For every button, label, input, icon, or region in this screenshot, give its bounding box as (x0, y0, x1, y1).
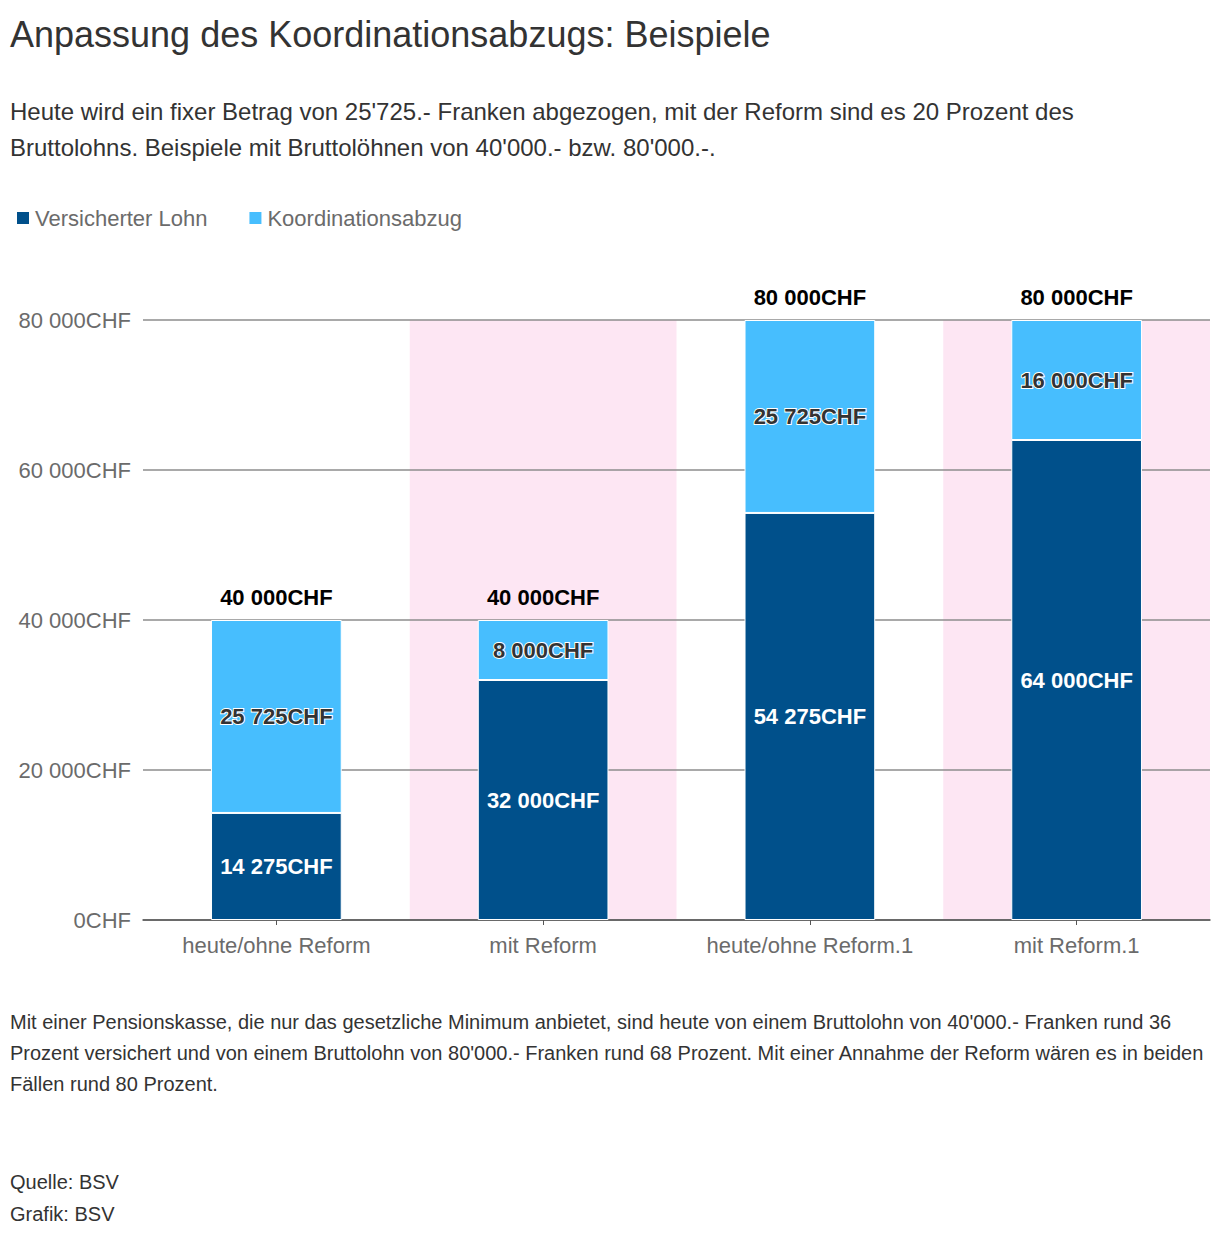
html-text:Mit einer Pensionskasse, die n: Mit einer Pensionskasse, die nur das ges… (10, 1011, 1204, 1095)
svg-text:40 000CHF: 40 000CHF (220, 585, 333, 610)
html-text:Grafik: BSV: Grafik: BSV (10, 1203, 115, 1225)
svg-text:heute/ohne Reform: heute/ohne Reform (182, 933, 370, 958)
svg-text:80 000CHF: 80 000CHF (18, 308, 131, 333)
svg-text:0CHF: 0CHF (74, 908, 131, 933)
html-text:Heute wird ein fixer Betrag vo: Heute wird ein fixer Betrag von 25'725.-… (10, 98, 1074, 161)
svg-text:64 000CHF: 64 000CHF (1020, 668, 1133, 693)
html-text:Quelle: BSV: Quelle: BSV (10, 1171, 119, 1193)
svg-text:54 275CHF: 54 275CHF (754, 704, 867, 729)
svg-text:20 000CHF: 20 000CHF (18, 758, 131, 783)
svg-text:Koordinationsabzug: Koordinationsabzug (267, 206, 461, 231)
svg-text:mit Reform: mit Reform (489, 933, 597, 958)
svg-text:Versicherter Lohn: Versicherter Lohn (35, 206, 207, 231)
html-text:Anpassung des Koordinationsabz: Anpassung des Koordinationsabzugs: Beisp… (10, 14, 771, 55)
svg-text:40 000CHF: 40 000CHF (487, 585, 600, 610)
svg-text:16 000CHF: 16 000CHF (1020, 368, 1133, 393)
svg-text:80 000CHF: 80 000CHF (1020, 285, 1133, 310)
svg-text:80 000CHF: 80 000CHF (754, 285, 867, 310)
svg-text:32 000CHF: 32 000CHF (487, 788, 600, 813)
svg-text:mit Reform.1: mit Reform.1 (1014, 933, 1140, 958)
svg-text:60 000CHF: 60 000CHF (18, 458, 131, 483)
svg-text:25 725CHF: 25 725CHF (220, 704, 333, 729)
svg-text:14 275CHF: 14 275CHF (220, 854, 333, 879)
svg-text:8 000CHF: 8 000CHF (493, 638, 593, 663)
svg-text:25 725CHF: 25 725CHF (754, 404, 867, 429)
svg-text:heute/ohne Reform.1: heute/ohne Reform.1 (707, 933, 914, 958)
svg-text:40 000CHF: 40 000CHF (18, 608, 131, 633)
